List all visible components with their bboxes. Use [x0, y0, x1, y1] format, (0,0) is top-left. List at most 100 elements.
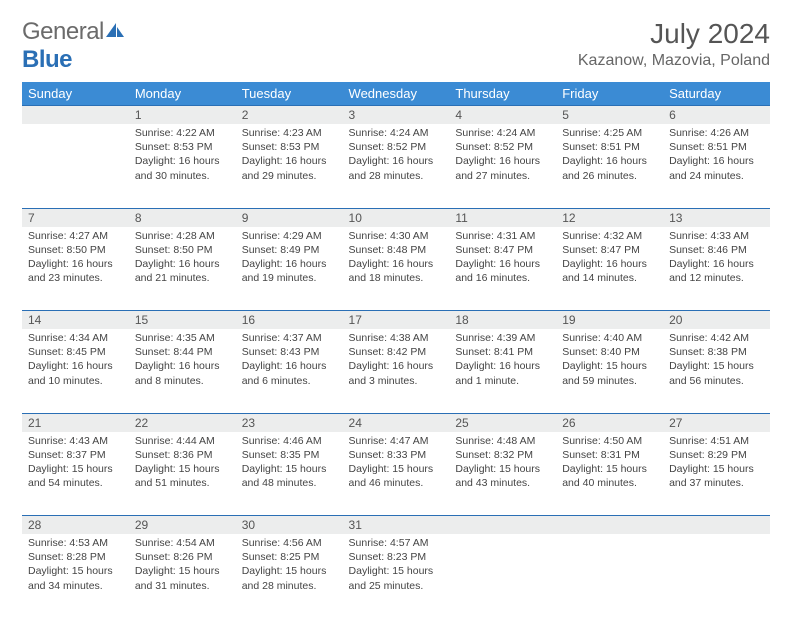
daylight-text: and 28 minutes.	[349, 169, 444, 183]
sunrise-text: Sunrise: 4:26 AM	[669, 126, 764, 140]
daylight-text: and 48 minutes.	[242, 476, 337, 490]
day-number: 7	[28, 211, 35, 225]
day-body-row: Sunrise: 4:34 AMSunset: 8:45 PMDaylight:…	[22, 329, 770, 413]
day-number-cell: 26	[556, 413, 663, 432]
day-number-cell: 29	[129, 516, 236, 535]
sunrise-text: Sunrise: 4:22 AM	[135, 126, 230, 140]
sunrise-text: Sunrise: 4:25 AM	[562, 126, 657, 140]
daylight-text: Daylight: 16 hours	[669, 257, 764, 271]
day-number-cell: 12	[556, 208, 663, 227]
daylight-text: and 16 minutes.	[455, 271, 550, 285]
daylight-text: and 40 minutes.	[562, 476, 657, 490]
sunrise-text: Sunrise: 4:56 AM	[242, 536, 337, 550]
day-body-cell: Sunrise: 4:29 AMSunset: 8:49 PMDaylight:…	[236, 227, 343, 311]
day-number-cell: 25	[449, 413, 556, 432]
day-body-cell	[663, 534, 770, 618]
day-number-cell: 31	[343, 516, 450, 535]
daylight-text: Daylight: 16 hours	[455, 359, 550, 373]
daylight-text: Daylight: 15 hours	[242, 564, 337, 578]
sunrise-text: Sunrise: 4:42 AM	[669, 331, 764, 345]
daylight-text: and 25 minutes.	[349, 579, 444, 593]
day-body-cell: Sunrise: 4:44 AMSunset: 8:36 PMDaylight:…	[129, 432, 236, 516]
day-number: 5	[562, 108, 569, 122]
day-number: 21	[28, 416, 41, 430]
day-number: 15	[135, 313, 148, 327]
daylight-text: and 12 minutes.	[669, 271, 764, 285]
col-friday: Friday	[556, 82, 663, 106]
day-number-cell: 9	[236, 208, 343, 227]
daylight-text: and 18 minutes.	[349, 271, 444, 285]
sunset-text: Sunset: 8:47 PM	[455, 243, 550, 257]
day-number-cell	[556, 516, 663, 535]
col-sunday: Sunday	[22, 82, 129, 106]
daylight-text: and 14 minutes.	[562, 271, 657, 285]
sunrise-text: Sunrise: 4:28 AM	[135, 229, 230, 243]
daylight-text: Daylight: 15 hours	[28, 564, 123, 578]
day-body-row: Sunrise: 4:53 AMSunset: 8:28 PMDaylight:…	[22, 534, 770, 618]
sunset-text: Sunset: 8:41 PM	[455, 345, 550, 359]
day-number: 9	[242, 211, 249, 225]
daylight-text: and 21 minutes.	[135, 271, 230, 285]
day-number: 27	[669, 416, 682, 430]
daylight-text: and 19 minutes.	[242, 271, 337, 285]
day-number: 4	[455, 108, 462, 122]
day-body-cell: Sunrise: 4:47 AMSunset: 8:33 PMDaylight:…	[343, 432, 450, 516]
brand-part1: General	[22, 18, 104, 45]
daylight-text: Daylight: 15 hours	[135, 564, 230, 578]
sunrise-text: Sunrise: 4:30 AM	[349, 229, 444, 243]
weekday-header-row: Sunday Monday Tuesday Wednesday Thursday…	[22, 82, 770, 106]
daylight-text: Daylight: 15 hours	[349, 462, 444, 476]
day-body-cell: Sunrise: 4:57 AMSunset: 8:23 PMDaylight:…	[343, 534, 450, 618]
daylight-text: Daylight: 15 hours	[669, 359, 764, 373]
col-thursday: Thursday	[449, 82, 556, 106]
day-number-cell: 24	[343, 413, 450, 432]
day-number: 11	[455, 211, 467, 225]
sunrise-text: Sunrise: 4:57 AM	[349, 536, 444, 550]
sunset-text: Sunset: 8:36 PM	[135, 448, 230, 462]
brand-part2: Blue	[22, 46, 72, 73]
sunrise-text: Sunrise: 4:46 AM	[242, 434, 337, 448]
sunrise-text: Sunrise: 4:40 AM	[562, 331, 657, 345]
daylight-text: and 43 minutes.	[455, 476, 550, 490]
daylight-text: Daylight: 16 hours	[242, 359, 337, 373]
day-body-cell: Sunrise: 4:40 AMSunset: 8:40 PMDaylight:…	[556, 329, 663, 413]
day-body-cell	[22, 124, 129, 208]
sunset-text: Sunset: 8:53 PM	[242, 140, 337, 154]
day-number-cell: 3	[343, 106, 450, 125]
day-number: 26	[562, 416, 575, 430]
col-wednesday: Wednesday	[343, 82, 450, 106]
day-body-cell: Sunrise: 4:54 AMSunset: 8:26 PMDaylight:…	[129, 534, 236, 618]
daylight-text: and 27 minutes.	[455, 169, 550, 183]
day-body-cell: Sunrise: 4:39 AMSunset: 8:41 PMDaylight:…	[449, 329, 556, 413]
day-number-cell	[449, 516, 556, 535]
daylight-text: and 8 minutes.	[135, 374, 230, 388]
day-number: 20	[669, 313, 682, 327]
day-body-cell: Sunrise: 4:42 AMSunset: 8:38 PMDaylight:…	[663, 329, 770, 413]
daylight-text: and 51 minutes.	[135, 476, 230, 490]
daylight-text: and 54 minutes.	[28, 476, 123, 490]
brand-logo: General Blue	[22, 18, 126, 74]
calendar-table: Sunday Monday Tuesday Wednesday Thursday…	[22, 82, 770, 618]
sunrise-text: Sunrise: 4:47 AM	[349, 434, 444, 448]
sunset-text: Sunset: 8:37 PM	[28, 448, 123, 462]
sunrise-text: Sunrise: 4:44 AM	[135, 434, 230, 448]
daylight-text: Daylight: 16 hours	[135, 257, 230, 271]
day-body-cell: Sunrise: 4:25 AMSunset: 8:51 PMDaylight:…	[556, 124, 663, 208]
daylight-text: Daylight: 16 hours	[28, 359, 123, 373]
sunrise-text: Sunrise: 4:29 AM	[242, 229, 337, 243]
sunrise-text: Sunrise: 4:38 AM	[349, 331, 444, 345]
title-block: July 2024 Kazanow, Mazovia, Poland	[578, 18, 770, 70]
day-body-cell	[556, 534, 663, 618]
daylight-text: Daylight: 16 hours	[242, 257, 337, 271]
sunset-text: Sunset: 8:40 PM	[562, 345, 657, 359]
daylight-text: Daylight: 16 hours	[455, 154, 550, 168]
daylight-text: and 29 minutes.	[242, 169, 337, 183]
sunset-text: Sunset: 8:42 PM	[349, 345, 444, 359]
daylight-text: and 1 minute.	[455, 374, 550, 388]
day-number-cell: 8	[129, 208, 236, 227]
day-body-cell: Sunrise: 4:46 AMSunset: 8:35 PMDaylight:…	[236, 432, 343, 516]
sunrise-text: Sunrise: 4:54 AM	[135, 536, 230, 550]
day-body-cell: Sunrise: 4:30 AMSunset: 8:48 PMDaylight:…	[343, 227, 450, 311]
day-number-cell: 16	[236, 311, 343, 330]
day-number-cell: 30	[236, 516, 343, 535]
